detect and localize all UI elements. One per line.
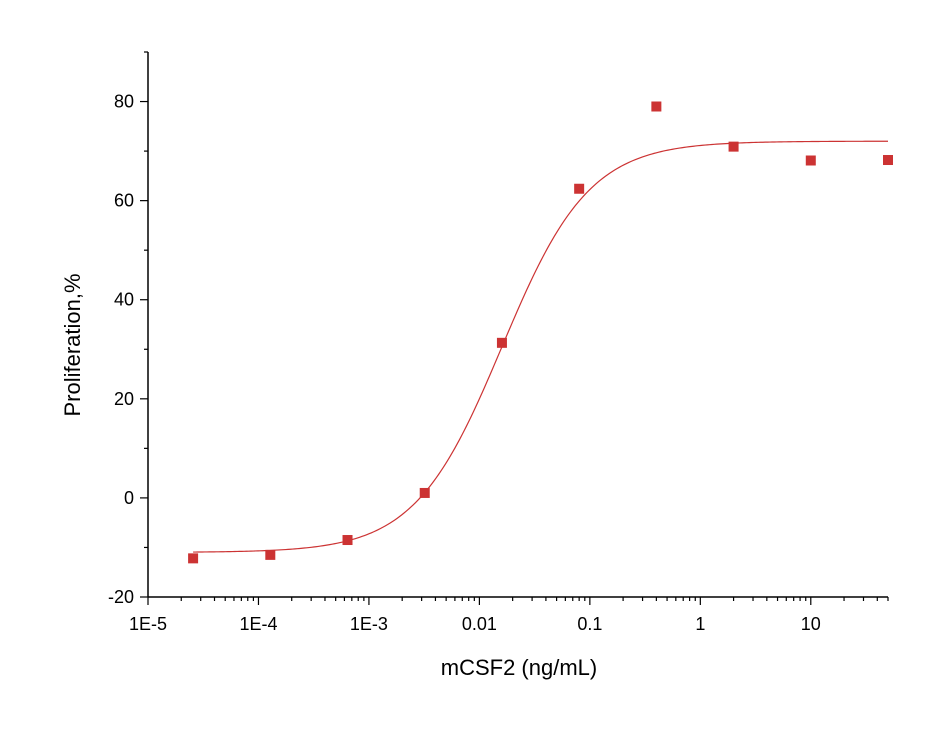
x-tick-label: 1E-4	[239, 614, 277, 634]
x-tick-label: 1E-3	[350, 614, 388, 634]
y-tick-label: 60	[114, 191, 134, 211]
y-tick-label: 40	[114, 290, 134, 310]
x-tick-label: 0.01	[462, 614, 497, 634]
data-point	[651, 101, 662, 112]
data-point	[342, 535, 353, 546]
x-tick-label: 10	[801, 614, 821, 634]
data-point	[188, 553, 199, 564]
fit-curve	[193, 140, 888, 553]
y-axis-tick-labels: -20 0 20 40 60 80	[108, 92, 134, 607]
x-axis-title: mCSF2 (ng/mL)	[441, 655, 597, 680]
x-axis-major-ticks	[147, 597, 812, 605]
x-tick-label: 1E-5	[129, 614, 167, 634]
x-axis-tick-labels: 1E-5 1E-4 1E-3 0.01 0.1 1 10	[129, 614, 821, 634]
data-point	[419, 487, 430, 498]
data-point	[883, 155, 893, 166]
y-axis-title: Proliferation,%	[60, 273, 85, 416]
data-point	[728, 141, 739, 152]
data-point	[265, 549, 276, 560]
y-axis-major-ticks	[140, 100, 148, 598]
data-point	[574, 183, 585, 194]
x-tick-label: 0.1	[577, 614, 602, 634]
data-point	[805, 155, 816, 166]
y-tick-label: 20	[114, 389, 134, 409]
y-tick-label: 80	[114, 92, 134, 112]
x-tick-label: 1	[695, 614, 705, 634]
y-tick-label: -20	[108, 587, 134, 607]
data-points	[188, 101, 893, 564]
y-tick-label: 0	[124, 488, 134, 508]
data-point	[496, 337, 507, 348]
